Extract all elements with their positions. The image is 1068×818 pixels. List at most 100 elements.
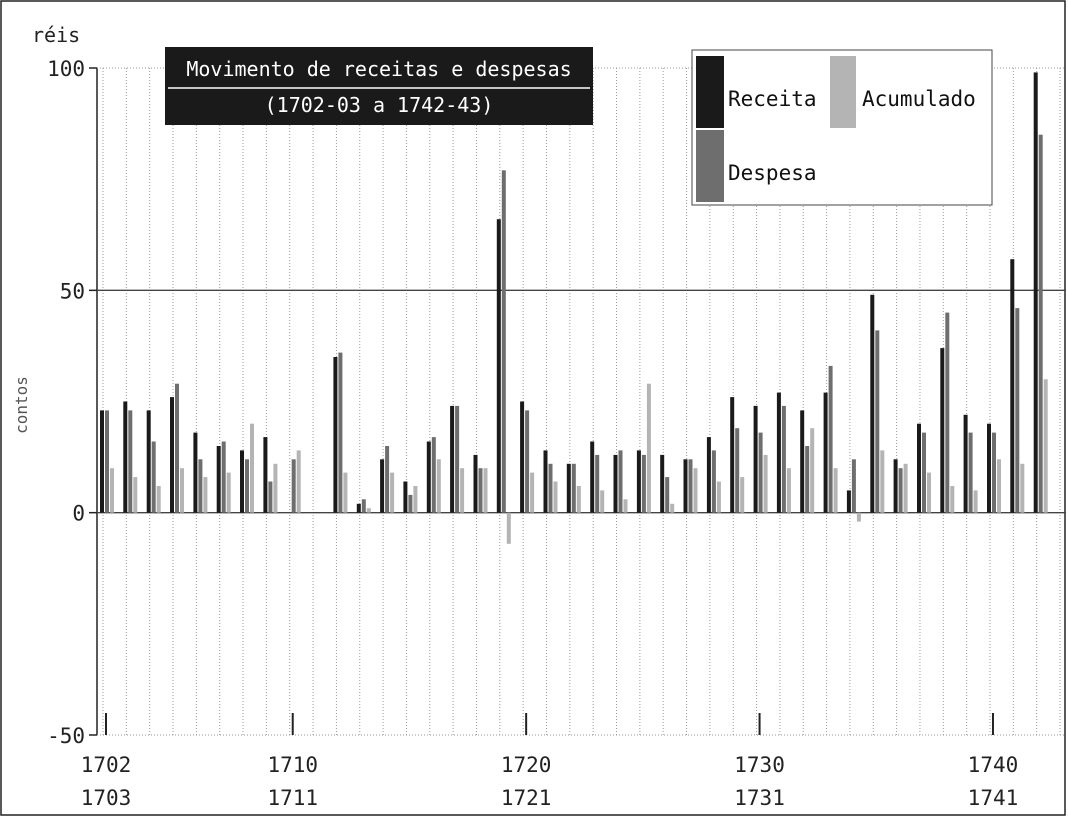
bar-acumulado-5 <box>226 472 231 513</box>
bar-despesa-28 <box>758 432 763 513</box>
chart-title: Movimento de receitas e despesas <box>186 57 571 81</box>
bar-despesa-40 <box>1038 134 1043 513</box>
bar-despesa-1 <box>128 410 133 513</box>
bar-despesa-4 <box>198 459 203 513</box>
bar-despesa-26 <box>711 450 716 513</box>
x-tick-label-top: 1730 <box>734 753 785 777</box>
legend-label-despesa: Despesa <box>728 161 817 185</box>
bar-despesa-31 <box>828 365 833 513</box>
bar-receita-33 <box>870 294 875 513</box>
bar-despesa-20 <box>571 463 576 513</box>
bar-receita-24 <box>660 454 665 513</box>
bar-receita-10 <box>333 357 338 513</box>
bar-receita-13 <box>403 481 408 513</box>
bar-acumulado-8 <box>296 450 301 513</box>
bar-despesa-23 <box>641 454 646 513</box>
bar-receita-23 <box>636 450 641 513</box>
bar-despesa-39 <box>1015 308 1020 513</box>
bar-acumulado-1 <box>133 477 138 513</box>
bar-receita-14 <box>426 441 431 513</box>
bar-acumulado-33 <box>880 450 885 513</box>
bar-receita-30 <box>800 410 805 513</box>
bar-receita-31 <box>823 392 828 513</box>
y-tick-label: -50 <box>47 724 85 748</box>
bar-acumulado-22 <box>623 499 628 513</box>
bar-despesa-37 <box>968 432 973 513</box>
x-tick-label-bottom: 1721 <box>501 786 552 810</box>
bar-despesa-38 <box>992 432 996 513</box>
bar-acumulado-6 <box>250 423 254 513</box>
bar-acumulado-39 <box>1020 463 1025 513</box>
legend: Receita Acumulado Despesa <box>691 49 993 206</box>
bar-receita-1 <box>123 401 128 513</box>
bar-acumulado-30 <box>810 428 815 513</box>
bar-receita-12 <box>380 459 385 513</box>
bar-receita-38 <box>987 423 991 513</box>
chart-subtitle: (1702-03 a 1742-43) <box>265 93 494 117</box>
bar-acumulado-28 <box>763 454 768 513</box>
bar-receita-28 <box>753 405 758 513</box>
bar-receita-11 <box>356 503 361 513</box>
legend-label-acumulado: Acumulado <box>862 87 976 111</box>
bar-despesa-13 <box>408 494 413 513</box>
bar-acumulado-31 <box>833 468 838 513</box>
bar-receita-19 <box>543 450 548 513</box>
x-tick-label-bottom: 1731 <box>734 786 785 810</box>
bar-acumulado-27 <box>740 477 745 513</box>
y-tick-label: 50 <box>60 279 85 303</box>
bar-receita-35 <box>917 423 921 513</box>
bar-despesa-6 <box>245 459 249 513</box>
bar-acumulado-17 <box>506 512 511 544</box>
bar-acumulado-34 <box>903 463 908 513</box>
bar-despesa-3 <box>175 383 179 513</box>
bar-acumulado-19 <box>553 481 558 513</box>
bar-receita-16 <box>473 454 478 513</box>
bars <box>100 72 1048 544</box>
title-background <box>165 47 593 125</box>
bar-despesa-14 <box>431 437 436 513</box>
bar-acumulado-3 <box>180 468 184 513</box>
bar-receita-26 <box>706 437 711 513</box>
bar-acumulado-7 <box>273 463 278 513</box>
x-axis-labels: 1702 1703 1710 1711 1720 1721 1730 1731 1740 1741 <box>81 713 1019 810</box>
bar-receita-18 <box>520 401 525 513</box>
bar-acumulado-12 <box>390 472 395 513</box>
legend-swatch-acumulado <box>830 56 856 128</box>
bar-acumulado-16 <box>483 468 488 513</box>
x-tick-label-top: 1740 <box>968 753 1019 777</box>
bar-acumulado-35 <box>927 472 931 513</box>
bar-acumulado-11 <box>366 508 371 513</box>
bar-acumulado-0 <box>110 468 114 513</box>
bar-despesa-25 <box>688 459 693 513</box>
bar-acumulado-25 <box>693 468 698 513</box>
bar-despesa-15 <box>455 405 460 513</box>
bar-receita-2 <box>146 410 151 513</box>
bar-receita-22 <box>613 454 618 513</box>
bar-despesa-29 <box>781 405 786 513</box>
bar-despesa-11 <box>361 499 366 513</box>
bar-acumulado-40 <box>1043 379 1048 513</box>
bar-acumulado-24 <box>670 503 675 513</box>
bar-receita-0 <box>100 410 104 513</box>
bar-despesa-30 <box>805 446 810 513</box>
legend-swatch-despesa <box>696 130 724 202</box>
bar-despesa-17 <box>501 170 506 513</box>
bar-receita-20 <box>566 463 571 513</box>
bar-acumulado-2 <box>156 486 161 513</box>
bar-despesa-27 <box>735 428 740 513</box>
bar-acumulado-29 <box>786 468 791 513</box>
bar-despesa-35 <box>922 432 926 513</box>
bar-acumulado-13 <box>413 486 418 513</box>
bar-receita-34 <box>893 459 898 513</box>
x-tick-label-bottom: 1711 <box>267 786 318 810</box>
bar-despesa-5 <box>221 441 226 513</box>
bar-receita-40 <box>1033 72 1038 513</box>
bar-despesa-33 <box>875 330 880 513</box>
y-side-label: contos <box>12 376 31 434</box>
y-tick-label: 100 <box>47 57 85 81</box>
x-tick-label-bottom: 1741 <box>968 786 1019 810</box>
bar-despesa-32 <box>851 459 856 513</box>
bar-despesa-21 <box>595 454 600 513</box>
bar-receita-37 <box>963 414 968 513</box>
